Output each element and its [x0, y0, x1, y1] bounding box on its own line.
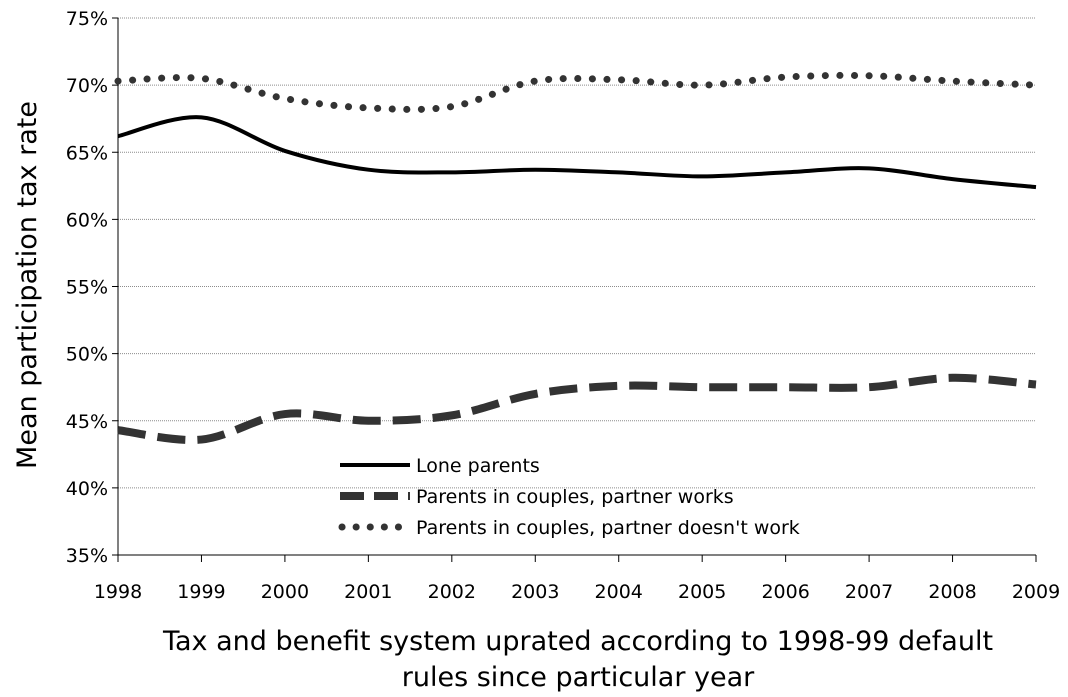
series-line-parents-in-couples-partner-doesn-t-work — [114, 71, 1040, 113]
x-tick-label: 2005 — [678, 581, 726, 603]
y-tick-labels: 35% 40% 45% 50% 55% 60% 65% 70% 75% — [66, 8, 108, 567]
x-tick-label: 1998 — [94, 581, 142, 603]
y-tick-label: 60% — [66, 209, 108, 231]
y-tick-label: 55% — [66, 277, 108, 299]
axes — [112, 17, 1037, 562]
grid-lines — [118, 17, 1036, 489]
legend-label-partner-doesnt-work: Parents in couples, partner doesn't work — [416, 517, 800, 539]
y-tick-label: 40% — [66, 478, 108, 500]
legend: Lone parents Parents in couples, partner… — [338, 455, 800, 539]
x-tick-label: 2003 — [511, 581, 559, 603]
y-tick-label: 65% — [66, 142, 108, 164]
y-tick-label: 70% — [66, 75, 108, 97]
x-tick-label: 2001 — [344, 581, 392, 603]
x-tick-label: 2008 — [928, 581, 976, 603]
x-tick-label: 1999 — [177, 581, 225, 603]
x-tick-label: 2009 — [1012, 581, 1060, 603]
series-line-lone-parents — [117, 115, 1037, 190]
x-axis-title-line-1: Tax and benefit system uprated according… — [162, 626, 993, 657]
legend-label-lone-parents: Lone parents — [416, 455, 540, 477]
y-tick-label: 75% — [66, 8, 108, 30]
y-tick-label: 35% — [66, 545, 108, 567]
series-lines — [114, 71, 1040, 444]
x-axis-title-line-2: rules since particular year — [402, 662, 755, 693]
x-tick-label: 2004 — [595, 581, 643, 603]
y-tick-label: 50% — [66, 344, 108, 366]
x-tick-labels: 1998 1999 2000 2001 2002 2003 2004 2005 2006 2007… — [94, 581, 1060, 603]
x-tick-label: 2007 — [845, 581, 893, 603]
y-tick-label: 45% — [66, 411, 108, 433]
x-tick-label: 2002 — [428, 581, 476, 603]
series-line-parents-in-couples-partner-works — [117, 373, 1037, 444]
legend-label-partner-works: Parents in couples, partner works — [416, 486, 734, 508]
x-tick-label: 2000 — [261, 581, 309, 603]
y-axis-title: Mean participation tax rate — [12, 101, 43, 469]
x-tick-label: 2006 — [761, 581, 809, 603]
